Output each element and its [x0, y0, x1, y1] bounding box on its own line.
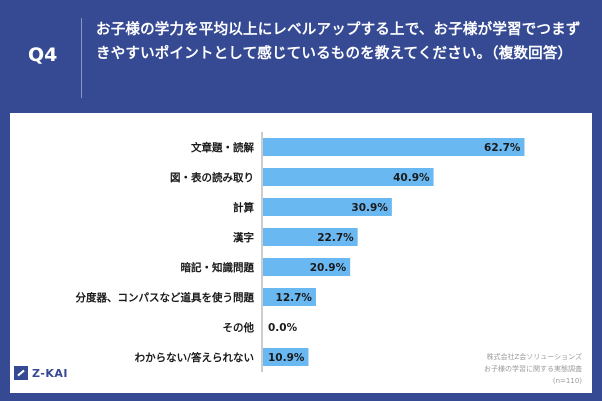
header-divider: [81, 18, 82, 98]
value-label: 0.0%: [268, 322, 298, 334]
value-label: 20.9%: [310, 262, 347, 274]
category-label: 漢字: [233, 231, 254, 244]
bar: [263, 288, 316, 306]
zkai-logo: Z-KAI: [14, 366, 68, 380]
header-band: Q4 お子様の学力を平均以上にレベルアップする上で、お子様が学習でつまずきやすい…: [0, 0, 602, 112]
bar: [263, 348, 309, 366]
bar: [263, 138, 525, 156]
value-label: 10.9%: [268, 352, 305, 364]
zkai-logo-icon: [14, 366, 28, 380]
bar: [263, 258, 351, 276]
category-label: 暗記・知識問題: [181, 261, 255, 274]
source-sample: (n=110): [552, 377, 582, 385]
category-label: 文章題・読解: [190, 141, 254, 154]
question-text: お子様の学力を平均以上にレベルアップする上で、お子様が学習でつまずきやすいポイン…: [96, 22, 581, 62]
category-label: 図・表の読み取り: [170, 171, 254, 184]
value-label: 40.9%: [393, 172, 430, 184]
source-survey: お子様の学習に関する実態調査: [484, 365, 582, 373]
bar-chart: 文章題・読解 62.7% 図・表の読み取り 40.9% 計算 30.9% 漢字 22.7% 暗記…: [76, 132, 525, 372]
value-label: 12.7%: [276, 292, 313, 304]
question-number: Q4: [28, 44, 58, 66]
logo-text: Z-KAI: [32, 366, 68, 380]
bar: [263, 198, 392, 216]
value-label: 30.9%: [351, 202, 388, 214]
source-company: 株式会社Z会ソリューションズ: [486, 353, 582, 361]
value-label: 62.7%: [484, 142, 521, 154]
category-label: その他: [223, 321, 255, 334]
source-note: 株式会社Z会ソリューションズ お子様の学習に関する実態調査 (n=110): [412, 351, 582, 387]
category-label: 分度器、コンパスなど道具を使う問題: [76, 291, 255, 304]
category-label: 計算: [233, 201, 254, 214]
value-label: 22.7%: [317, 232, 354, 244]
bar: [263, 228, 358, 246]
chart-panel: 文章題・読解 62.7% 図・表の読み取り 40.9% 計算 30.9% 漢字 22.7% 暗記…: [10, 113, 592, 393]
category-label: わからない/答えられない: [135, 351, 254, 364]
bar: [263, 168, 434, 186]
